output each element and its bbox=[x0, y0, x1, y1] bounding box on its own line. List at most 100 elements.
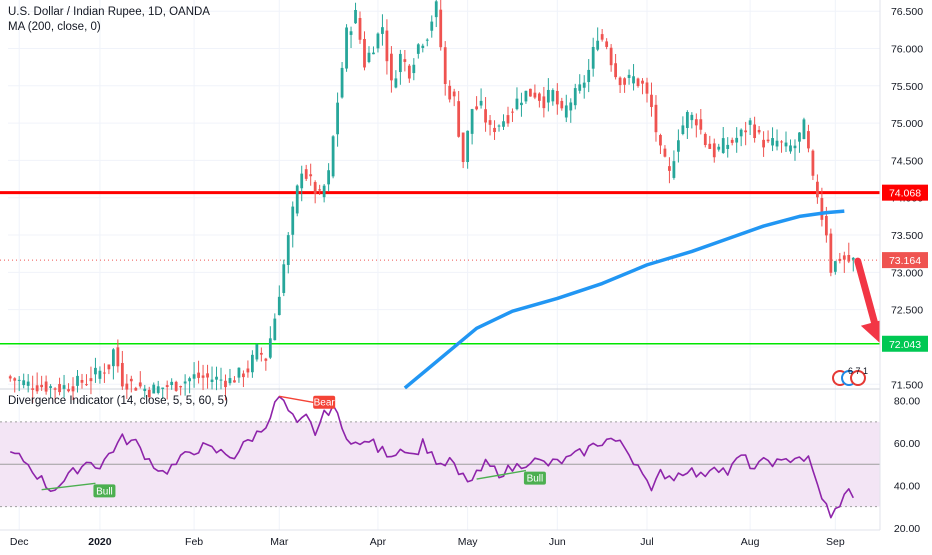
candle bbox=[76, 370, 79, 393]
candle-body bbox=[609, 47, 613, 66]
candle-body bbox=[76, 375, 79, 386]
price-axis-bg bbox=[880, 0, 932, 550]
candle-body bbox=[309, 174, 313, 177]
time-tick-label: Aug bbox=[741, 536, 760, 548]
candle bbox=[520, 92, 523, 117]
candle bbox=[143, 384, 147, 398]
candle bbox=[31, 375, 35, 403]
candle-body bbox=[336, 102, 339, 135]
candle-body bbox=[89, 378, 93, 382]
candle-body bbox=[372, 52, 375, 55]
candle bbox=[560, 97, 564, 111]
candle-body bbox=[578, 84, 582, 91]
candle bbox=[233, 376, 236, 383]
candle bbox=[479, 88, 483, 109]
time-tick-label: Dec bbox=[10, 536, 29, 548]
candle bbox=[443, 41, 447, 96]
candle bbox=[403, 50, 407, 72]
candle-body bbox=[300, 173, 304, 189]
candle bbox=[85, 374, 88, 387]
candle-body bbox=[174, 381, 178, 391]
candle-body bbox=[807, 131, 810, 149]
candle bbox=[129, 375, 133, 393]
candle bbox=[721, 127, 725, 154]
candle bbox=[730, 137, 734, 146]
candle bbox=[475, 96, 478, 111]
candle-body bbox=[721, 138, 725, 153]
time-tick-label: Sep bbox=[826, 536, 845, 548]
candle-body bbox=[511, 111, 514, 113]
candle bbox=[259, 347, 263, 362]
price-tick-label: 75.000 bbox=[891, 118, 923, 130]
candle bbox=[717, 143, 721, 152]
candle-body bbox=[125, 383, 129, 390]
indicator-line bbox=[9, 395, 854, 519]
candle-body bbox=[820, 198, 824, 220]
candle-body bbox=[286, 235, 290, 265]
candle-body bbox=[833, 261, 837, 272]
candle bbox=[183, 374, 187, 396]
candle-body bbox=[703, 133, 707, 146]
candle bbox=[425, 38, 429, 47]
candle-body bbox=[515, 98, 519, 110]
price-tick-label: 76.500 bbox=[891, 6, 923, 18]
candle-body bbox=[748, 120, 752, 125]
price-tick-label: 74.500 bbox=[891, 155, 923, 167]
candle-body bbox=[138, 382, 142, 387]
candle-body bbox=[569, 102, 573, 111]
symbol-legend[interactable]: U.S. Dollar / Indian Rupee, 1D, OANDA bbox=[8, 6, 210, 18]
candle-body bbox=[111, 349, 115, 367]
candle-body bbox=[381, 27, 384, 34]
candle-body bbox=[80, 379, 84, 383]
price-candles[interactable] bbox=[8, 0, 855, 403]
candle bbox=[89, 366, 93, 395]
candle bbox=[757, 126, 761, 135]
candle bbox=[358, 11, 362, 44]
candle-body bbox=[354, 9, 357, 24]
candle-body bbox=[497, 125, 501, 127]
candle-body bbox=[520, 102, 523, 106]
candle-body bbox=[161, 387, 165, 390]
indicator-legend[interactable]: Divergence Indicator (14, close, 5, 5, 6… bbox=[8, 395, 228, 407]
candle bbox=[573, 83, 577, 110]
candle-body bbox=[295, 185, 299, 214]
ma-legend[interactable]: MA (200, close, 0) bbox=[8, 21, 101, 33]
candle-body bbox=[744, 130, 748, 133]
candle-body bbox=[165, 385, 169, 388]
candle bbox=[609, 44, 613, 72]
candle bbox=[318, 184, 322, 196]
indicator-pane[interactable]: Bull Bear Bull bbox=[0, 395, 880, 519]
candle-body bbox=[170, 381, 174, 386]
candle bbox=[390, 46, 393, 93]
candle bbox=[789, 139, 792, 154]
candle bbox=[668, 157, 671, 184]
candle bbox=[502, 114, 505, 130]
time-tick-label: 2020 bbox=[88, 536, 112, 548]
candle bbox=[748, 117, 752, 136]
price-tick-label: 73.000 bbox=[891, 267, 923, 279]
candle bbox=[398, 49, 402, 85]
candle-body bbox=[811, 150, 815, 176]
candle-body bbox=[192, 374, 196, 379]
candle bbox=[766, 130, 770, 144]
candle bbox=[161, 387, 165, 400]
last-price-price-tag bbox=[882, 252, 928, 269]
candle bbox=[273, 313, 277, 341]
candle-body bbox=[188, 378, 192, 382]
candle-body bbox=[394, 78, 398, 88]
candle-body bbox=[699, 119, 703, 130]
candle bbox=[300, 165, 304, 202]
candle bbox=[26, 374, 30, 393]
candle-body bbox=[529, 88, 532, 97]
candle bbox=[215, 366, 218, 391]
candle bbox=[188, 376, 192, 394]
candle-body bbox=[466, 130, 470, 163]
candle-body bbox=[318, 189, 322, 191]
candle bbox=[179, 385, 183, 396]
candle-body bbox=[775, 140, 779, 147]
candle-body bbox=[183, 381, 187, 384]
indicator-tick-label: 20.00 bbox=[894, 523, 920, 535]
